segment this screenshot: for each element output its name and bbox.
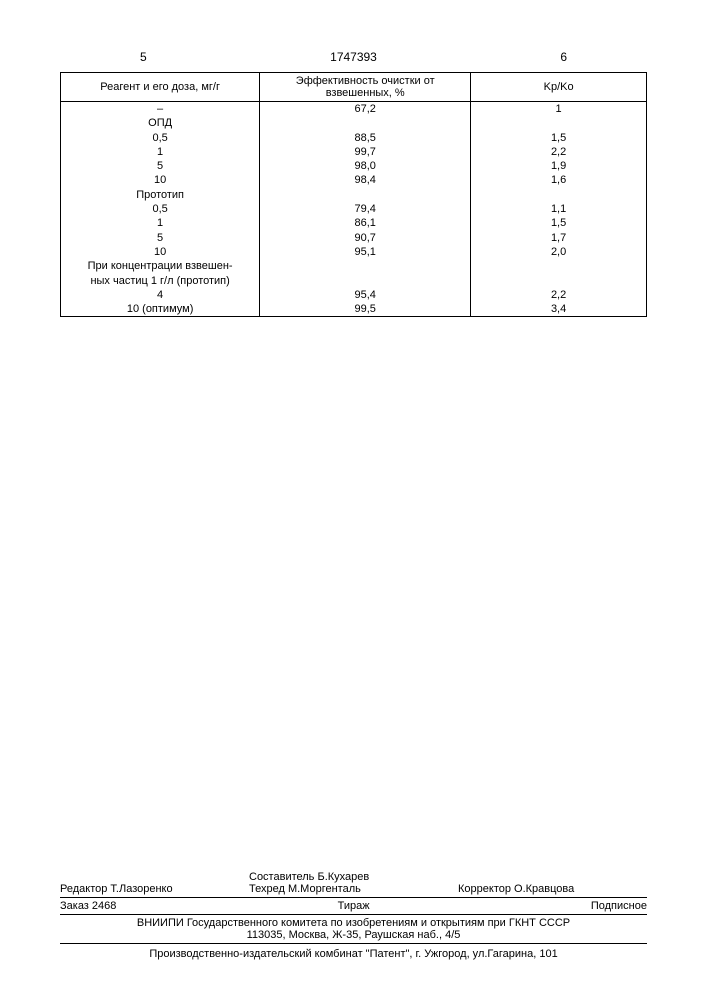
table-cell <box>260 116 471 130</box>
table-cell: ных частиц 1 г/л (прототип) <box>61 274 260 288</box>
table-row: –67,21 <box>61 102 647 117</box>
col-header-ratio: Kр/Kо <box>471 73 647 102</box>
table-row: 186,11,5 <box>61 216 647 230</box>
editor-credit: Редактор Т.Лазоренко <box>60 871 249 895</box>
table-row: ОПД <box>61 116 647 130</box>
table-row: Прототип <box>61 188 647 202</box>
table-cell: 1,1 <box>471 202 647 216</box>
table-cell <box>471 188 647 202</box>
table-cell: 88,5 <box>260 131 471 145</box>
table-row: 1098,41,6 <box>61 173 647 187</box>
table-cell: 95,1 <box>260 245 471 259</box>
center-credits: Составитель Б.Кухарев Техред М.Моргентал… <box>249 871 438 895</box>
table-row: 590,71,7 <box>61 231 647 245</box>
table-cell: 90,7 <box>260 231 471 245</box>
table-cell: 1,5 <box>471 216 647 230</box>
table-row: ных частиц 1 г/л (прототип) <box>61 274 647 288</box>
table-row: 0,579,41,1 <box>61 202 647 216</box>
podpisnoe: Подписное <box>591 900 647 912</box>
table-row: 0,588,51,5 <box>61 131 647 145</box>
table-row: 10 (оптимум)99,53,4 <box>61 302 647 317</box>
table-cell: 2,0 <box>471 245 647 259</box>
table-cell: При концентрации взвешен- <box>61 259 260 273</box>
zakaz: Заказ 2468 <box>60 900 116 912</box>
col-header-efficiency: Эффективность очистки от взвешенных, % <box>260 73 471 102</box>
table-cell: ОПД <box>61 116 260 130</box>
table-cell: 5 <box>61 231 260 245</box>
data-table: Реагент и его доза, мг/г Эффективность о… <box>60 72 647 317</box>
table-cell <box>260 274 471 288</box>
table-cell: 0,5 <box>61 202 260 216</box>
page-num-left: 5 <box>140 50 147 64</box>
table-cell <box>471 116 647 130</box>
table-cell: 5 <box>61 159 260 173</box>
table-cell <box>471 259 647 273</box>
table-cell: 4 <box>61 288 260 302</box>
table-cell: 1 <box>61 145 260 159</box>
order-row: Заказ 2468 Тираж Подписное <box>60 898 647 915</box>
table-cell: 98,4 <box>260 173 471 187</box>
table-cell: 10 <box>61 173 260 187</box>
table-cell: 0,5 <box>61 131 260 145</box>
table-cell: 99,7 <box>260 145 471 159</box>
table-cell: 10 (оптимум) <box>61 302 260 317</box>
table-cell: 1 <box>61 216 260 230</box>
table-cell: 3,4 <box>471 302 647 317</box>
vniipi-block: ВНИИПИ Государственного комитета по изоб… <box>60 915 647 944</box>
table-cell: 1,9 <box>471 159 647 173</box>
table-row: 1095,12,0 <box>61 245 647 259</box>
table-cell: – <box>61 102 260 117</box>
page-num-right: 6 <box>560 50 567 64</box>
table-row: 199,72,2 <box>61 145 647 159</box>
table-cell <box>260 188 471 202</box>
col-header-reagent: Реагент и его доза, мг/г <box>61 73 260 102</box>
footer: Редактор Т.Лазоренко Составитель Б.Кухар… <box>60 871 647 960</box>
table-cell: 1,7 <box>471 231 647 245</box>
table-cell: 2,2 <box>471 145 647 159</box>
table-cell: 1,6 <box>471 173 647 187</box>
table-cell: 98,0 <box>260 159 471 173</box>
table-cell: 1 <box>471 102 647 117</box>
table-row: 598,01,9 <box>61 159 647 173</box>
tirazh: Тираж <box>338 900 370 912</box>
table-cell: 10 <box>61 245 260 259</box>
table-cell: 1,5 <box>471 131 647 145</box>
table-row: 495,42,2 <box>61 288 647 302</box>
table-cell: 79,4 <box>260 202 471 216</box>
table-cell: 99,5 <box>260 302 471 317</box>
table-cell <box>260 259 471 273</box>
table-cell: 2,2 <box>471 288 647 302</box>
table-cell: 86,1 <box>260 216 471 230</box>
korrektor-credit: Корректор О.Кравцова <box>438 871 647 895</box>
table-cell <box>471 274 647 288</box>
patent-number: 1747393 <box>330 50 377 64</box>
table-row: При концентрации взвешен- <box>61 259 647 273</box>
table-cell: 67,2 <box>260 102 471 117</box>
table-cell: 95,4 <box>260 288 471 302</box>
page-header: 5 1747393 6 <box>60 50 647 72</box>
table-cell: Прототип <box>61 188 260 202</box>
print-info: Производственно-издательский комбинат "П… <box>60 944 647 960</box>
credits-row: Редактор Т.Лазоренко Составитель Б.Кухар… <box>60 871 647 898</box>
